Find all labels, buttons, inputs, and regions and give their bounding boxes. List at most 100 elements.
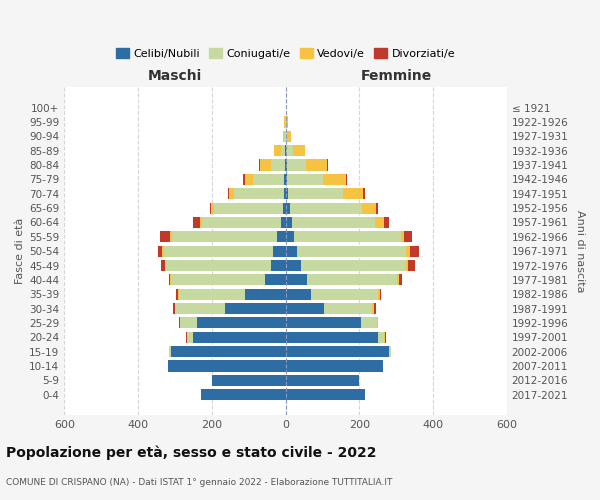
- Bar: [306, 160, 327, 170]
- Y-axis label: Anni di nascita: Anni di nascita: [575, 210, 585, 292]
- Bar: [162, 246, 164, 257]
- Bar: [397, 274, 399, 285]
- Bar: [374, 303, 376, 314]
- Legend: Celibi/Nubili, Coniugati/e, Vedovi/e, Divorziati/e: Celibi/Nubili, Coniugati/e, Vedovi/e, Di…: [111, 44, 460, 63]
- Bar: [285, 160, 286, 170]
- Bar: [197, 318, 286, 328]
- Bar: [286, 318, 361, 328]
- Bar: [277, 231, 286, 242]
- Bar: [286, 274, 307, 285]
- Bar: [158, 246, 162, 257]
- Bar: [384, 217, 389, 228]
- Bar: [161, 260, 165, 271]
- Bar: [200, 389, 286, 400]
- Bar: [179, 318, 181, 328]
- Bar: [211, 202, 214, 213]
- Bar: [297, 246, 406, 257]
- Bar: [324, 303, 372, 314]
- Bar: [281, 145, 285, 156]
- Bar: [224, 303, 286, 314]
- Bar: [271, 160, 285, 170]
- Bar: [202, 217, 281, 228]
- Bar: [227, 188, 229, 200]
- Bar: [288, 188, 343, 200]
- Bar: [187, 332, 193, 343]
- Bar: [287, 174, 323, 185]
- Bar: [286, 160, 287, 170]
- Bar: [234, 188, 284, 200]
- Bar: [287, 160, 306, 170]
- Bar: [286, 202, 290, 213]
- Bar: [410, 246, 419, 257]
- Bar: [286, 131, 287, 142]
- Bar: [171, 346, 286, 357]
- Bar: [193, 332, 286, 343]
- Bar: [265, 274, 286, 285]
- Bar: [399, 274, 402, 285]
- Bar: [173, 303, 175, 314]
- Bar: [245, 288, 286, 300]
- Bar: [166, 260, 271, 271]
- Bar: [292, 217, 375, 228]
- Bar: [281, 217, 286, 228]
- Bar: [181, 318, 197, 328]
- Bar: [286, 360, 383, 372]
- Bar: [408, 260, 415, 271]
- Bar: [389, 346, 391, 357]
- Bar: [170, 274, 171, 285]
- Bar: [272, 246, 286, 257]
- Text: Maschi: Maschi: [148, 70, 202, 84]
- Bar: [307, 274, 397, 285]
- Bar: [286, 217, 292, 228]
- Bar: [406, 260, 408, 271]
- Bar: [164, 246, 272, 257]
- Bar: [286, 288, 311, 300]
- Bar: [286, 116, 288, 128]
- Bar: [363, 188, 365, 200]
- Bar: [284, 174, 286, 185]
- Bar: [165, 260, 166, 271]
- Bar: [260, 160, 271, 170]
- Bar: [178, 288, 179, 300]
- Bar: [179, 288, 245, 300]
- Bar: [346, 174, 347, 185]
- Bar: [283, 131, 284, 142]
- Bar: [362, 202, 376, 213]
- Bar: [284, 188, 286, 200]
- Bar: [214, 202, 283, 213]
- Bar: [293, 231, 401, 242]
- Bar: [283, 202, 286, 213]
- Bar: [212, 374, 286, 386]
- Bar: [385, 332, 386, 343]
- Bar: [401, 231, 404, 242]
- Bar: [171, 274, 265, 285]
- Bar: [286, 389, 365, 400]
- Bar: [169, 346, 171, 357]
- Bar: [243, 174, 245, 185]
- Text: Popolazione per età, sesso e stato civile - 2022: Popolazione per età, sesso e stato civil…: [6, 446, 377, 460]
- Bar: [377, 288, 380, 300]
- Bar: [286, 246, 297, 257]
- Bar: [167, 360, 286, 372]
- Bar: [290, 202, 362, 213]
- Bar: [372, 303, 374, 314]
- Bar: [172, 231, 277, 242]
- Bar: [229, 188, 234, 200]
- Bar: [287, 131, 291, 142]
- Bar: [293, 145, 305, 156]
- Bar: [286, 346, 389, 357]
- Bar: [169, 274, 170, 285]
- Bar: [274, 145, 281, 156]
- Bar: [284, 131, 286, 142]
- Bar: [286, 332, 377, 343]
- Bar: [327, 160, 328, 170]
- Bar: [170, 231, 172, 242]
- Y-axis label: Fasce di età: Fasce di età: [15, 218, 25, 284]
- Bar: [375, 217, 384, 228]
- Bar: [377, 318, 379, 328]
- Bar: [301, 260, 406, 271]
- Bar: [186, 332, 187, 343]
- Bar: [193, 217, 200, 228]
- Bar: [286, 374, 359, 386]
- Bar: [175, 303, 224, 314]
